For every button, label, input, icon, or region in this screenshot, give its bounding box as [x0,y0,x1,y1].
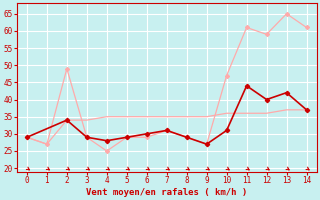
X-axis label: Vent moyen/en rafales ( km/h ): Vent moyen/en rafales ( km/h ) [86,188,247,197]
